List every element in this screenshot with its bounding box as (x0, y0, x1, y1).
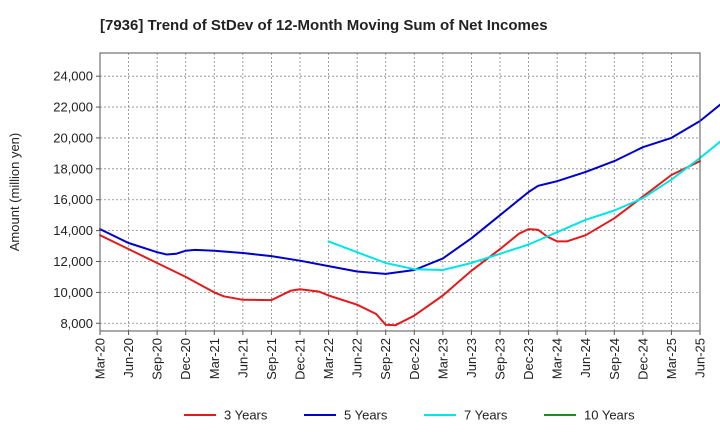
series-line-3 (327, 140, 720, 271)
x-tick-label: Dec-23 (521, 338, 536, 380)
legend-label-1: 3 Years (224, 408, 268, 423)
y-tick-label: 8,000 (60, 316, 93, 331)
x-tick-label: Mar-22 (321, 338, 336, 379)
x-tick-label: Sep-23 (493, 338, 508, 380)
y-tick-label: 22,000 (53, 100, 93, 115)
chart-title: [7936] Trend of StDev of 12-Month Moving… (100, 17, 548, 34)
legend: 3 Years 5 Years 7 Years 10 Years (184, 408, 635, 423)
y-tick-label: 24,000 (53, 69, 93, 84)
x-tick-label: Dec-22 (407, 338, 422, 380)
plot-frame (99, 52, 701, 332)
legend-label-2: 5 Years (344, 408, 388, 423)
legend-label-3: 7 Years (464, 408, 508, 423)
x-tick-label: Sep-24 (607, 338, 622, 380)
plot-area (100, 53, 700, 331)
x-tick-label: Jun-22 (350, 338, 365, 378)
x-tick-label: Mar-23 (435, 338, 450, 379)
x-tick-label: Dec-20 (178, 338, 193, 380)
grid (99, 53, 701, 331)
series-group (99, 103, 720, 327)
x-tick-label: Sep-22 (378, 338, 393, 380)
x-tick-label: Jun-25 (693, 338, 708, 378)
x-tick-label: Sep-21 (264, 338, 279, 380)
x-tick-label: Mar-20 (93, 338, 108, 379)
y-tick-label: 18,000 (53, 161, 93, 176)
series-line-1 (99, 160, 701, 327)
y-tick-label: 14,000 (53, 223, 93, 238)
x-tick-label: Mar-24 (550, 338, 565, 379)
x-tick-label: Sep-20 (150, 338, 165, 380)
x-tick-label: Mar-21 (207, 338, 222, 379)
x-tick-label: Jun-24 (578, 338, 593, 378)
y-axis-label: Amount (million yen) (7, 133, 22, 252)
y-tick-label: 12,000 (53, 254, 93, 269)
legend-label-4: 10 Years (584, 408, 635, 423)
x-tick-label: Jun-21 (235, 338, 250, 378)
y-tick-label: 16,000 (53, 192, 93, 207)
x-tick-label: Dec-24 (635, 338, 650, 380)
y-axis-ticks: 8,000 10,000 12,000 14,000 16,000 18,000 20,00… (53, 69, 100, 331)
x-axis-ticks: Mar-20 Jun-20 Sep-20 Dec-20 Mar-21 Jun-21 Sep-… (93, 331, 708, 380)
x-tick-label: Mar-25 (664, 338, 679, 379)
y-tick-label: 10,000 (53, 285, 93, 300)
y-tick-label: 20,000 (53, 130, 93, 145)
x-tick-label: Jun-23 (464, 338, 479, 378)
x-tick-label: Dec-21 (293, 338, 308, 380)
x-tick-label: Jun-20 (121, 338, 136, 378)
